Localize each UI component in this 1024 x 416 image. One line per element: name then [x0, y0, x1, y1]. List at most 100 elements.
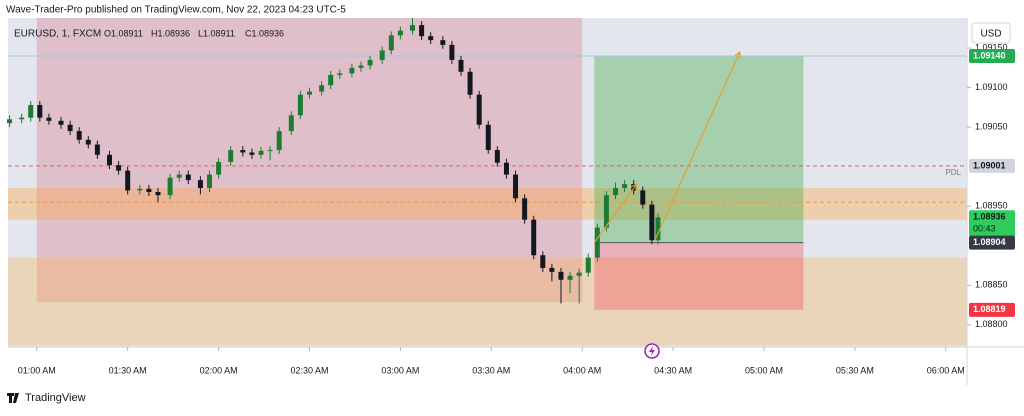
price-label-box — [969, 302, 1015, 317]
candle-body — [458, 59, 464, 72]
candle-body — [137, 188, 143, 191]
candle-body — [397, 30, 403, 36]
candle-body — [107, 154, 113, 166]
x-tick-label: 06:00 AM — [927, 365, 965, 375]
candle-body — [540, 255, 546, 268]
position-loss — [594, 242, 804, 310]
ohlc-value: O1.08911 — [104, 28, 143, 38]
x-tick-label: 01:30 AM — [109, 365, 147, 375]
candle-body — [449, 44, 455, 60]
candle-body — [328, 74, 334, 86]
x-tick-label: 05:30 AM — [836, 365, 874, 375]
candle-body — [176, 174, 182, 178]
candle-body — [503, 162, 509, 175]
y-tick-label: 1.08850 — [975, 280, 1008, 290]
x-tick-label: 03:30 AM — [472, 365, 510, 375]
candle-body — [7, 119, 13, 124]
candle-body — [125, 170, 131, 191]
x-tick-label: 04:30 AM — [654, 365, 692, 375]
candle-body — [567, 275, 573, 280]
candle-body — [476, 94, 482, 125]
countdown: 00:43 — [973, 224, 996, 234]
candle-body — [206, 174, 212, 189]
candle-body — [513, 174, 519, 199]
candle-body — [585, 257, 591, 273]
candle-body — [46, 117, 52, 121]
price-label-box — [969, 210, 1015, 237]
candle-body — [116, 165, 122, 171]
y-tick-label: 1.08950 — [975, 201, 1008, 211]
price-label-box — [969, 48, 1015, 63]
candle-body — [76, 131, 82, 140]
candle-body — [288, 115, 294, 132]
candle-body — [549, 267, 555, 272]
candle-body — [19, 117, 25, 120]
candle-body — [37, 104, 43, 118]
x-tick-label: 05:00 AM — [745, 365, 783, 375]
x-tick-label: 01:00 AM — [18, 365, 56, 375]
candle-body — [622, 184, 628, 189]
plot-area: PDL — [7, 18, 967, 347]
candle-body — [228, 150, 234, 162]
candle-body — [410, 25, 416, 31]
price-axis-bg — [967, 18, 1024, 347]
candle-body — [358, 65, 364, 68]
candle-body — [388, 35, 394, 51]
candle-body — [419, 25, 425, 37]
candle-body — [349, 67, 355, 74]
publish-header: Wave-Trader-Pro published on TradingView… — [6, 5, 346, 16]
zone — [36, 18, 583, 302]
arrow-head — [734, 50, 741, 59]
arrow-head — [631, 183, 638, 191]
candle-body — [155, 191, 161, 196]
candle-body — [276, 131, 282, 151]
candle-body — [58, 120, 64, 125]
x-tick-label: 02:00 AM — [200, 365, 238, 375]
y-tick-label: 1.09100 — [975, 82, 1008, 92]
candle-body — [94, 144, 100, 155]
pdl-label: PDL — [945, 168, 961, 177]
candle-body — [558, 271, 564, 280]
candle-body — [67, 124, 73, 132]
candle-body — [258, 150, 264, 155]
price-label-box — [969, 158, 1015, 173]
candle-body — [603, 195, 609, 228]
candle-body — [655, 217, 661, 241]
candle-body — [367, 59, 373, 66]
candle-body — [297, 94, 303, 116]
candle-body — [28, 104, 34, 118]
footer-brand: TradingView — [25, 392, 86, 404]
candle-body — [379, 50, 385, 60]
candle-body — [216, 161, 222, 175]
currency-button[interactable] — [971, 22, 1011, 44]
ohlc-value: L1.08911 — [198, 28, 235, 38]
candle-body — [531, 219, 537, 256]
candle-body — [494, 150, 500, 163]
candle-body — [522, 198, 528, 220]
price-label-box — [969, 235, 1015, 250]
currency-label: USD — [980, 29, 1001, 40]
candle-body — [306, 91, 312, 95]
ohlc-value: H1.08936 — [151, 28, 190, 38]
tv-logo — [7, 393, 19, 403]
candle-body — [467, 71, 473, 95]
candle-body — [267, 150, 273, 152]
symbol-label: EURUSD, 1, FXCM — [14, 29, 101, 40]
candle-body — [440, 40, 446, 45]
candle-body — [485, 124, 491, 151]
candle-body — [640, 190, 646, 205]
y-tick-label: 1.09050 — [975, 122, 1008, 132]
ohlc-value: C1.08936 — [245, 28, 284, 38]
candle-body — [319, 85, 325, 92]
y-tick-label: 1.09150 — [975, 42, 1008, 52]
position-profit — [594, 55, 804, 243]
projection-arrow — [593, 183, 638, 243]
candle-body — [649, 204, 655, 241]
x-tick-label: 03:00 AM — [381, 365, 419, 375]
zone — [8, 257, 967, 346]
candle-body — [85, 139, 91, 145]
price-label: 1.09140 — [973, 50, 1006, 60]
candle-body — [576, 272, 582, 276]
